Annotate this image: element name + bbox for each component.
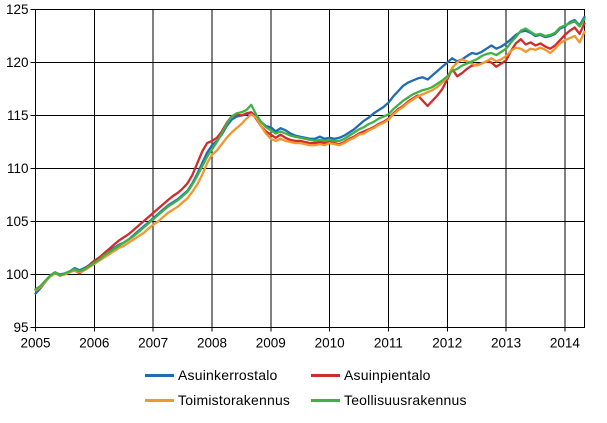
y-axis-tick-label: 100 xyxy=(6,267,29,282)
x-axis-tick-label: 2007 xyxy=(138,336,168,351)
y-axis-tick-label: 115 xyxy=(7,108,29,123)
x-axis-tick-label: 2009 xyxy=(256,336,286,351)
x-axis-tick-label: 2008 xyxy=(197,336,227,351)
y-axis-tick-label: 125 xyxy=(6,2,29,17)
x-axis-tick-label: 2006 xyxy=(79,336,109,351)
y-axis-tick-label: 95 xyxy=(13,320,28,335)
x-axis-tick-label: 2013 xyxy=(491,336,521,351)
series-line-toimistorakennus xyxy=(34,30,586,292)
x-axis-tick-label: 2011 xyxy=(374,336,403,351)
y-axis-tick-label: 105 xyxy=(6,214,29,229)
axis-labels: 95 100 105 110 115 120 125 2005 2006 2007 2008 2009… xyxy=(6,2,580,351)
x-axis-tick-label: 2012 xyxy=(432,336,462,351)
y-axis-tick-label: 110 xyxy=(7,161,29,176)
series-line-teollisuusrakennus xyxy=(34,17,586,291)
x-axis-tick-label: 2014 xyxy=(550,336,581,351)
plot-frame xyxy=(34,8,586,329)
y-axis-tick-label: 120 xyxy=(6,55,29,70)
x-axis-tick-label: 2010 xyxy=(315,336,345,351)
series-line-asuinpientalo xyxy=(34,22,586,291)
x-axis-tick-label: 2005 xyxy=(20,336,50,351)
